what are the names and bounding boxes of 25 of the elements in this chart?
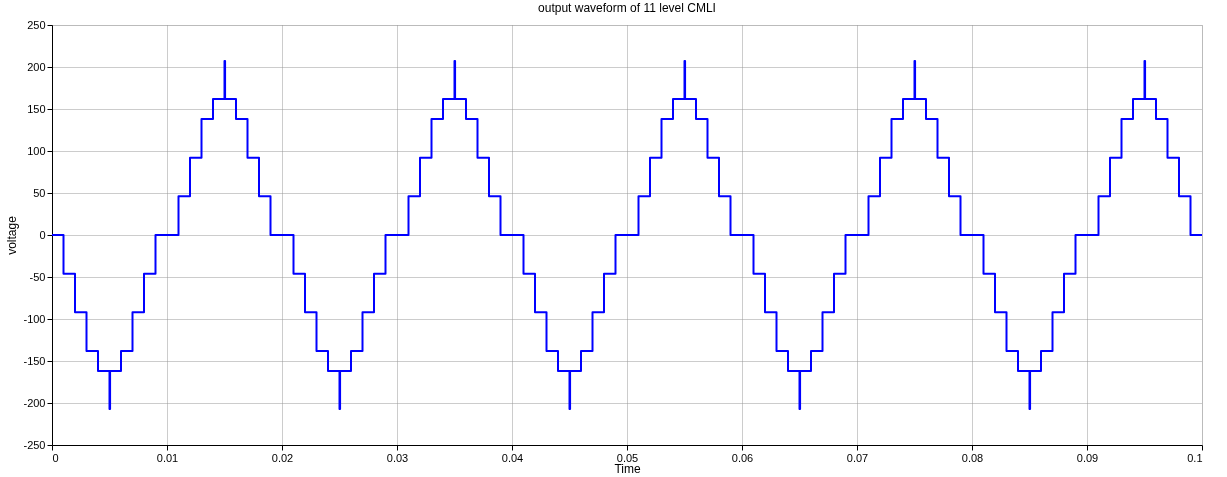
x-tick-label: 0.04 (501, 451, 524, 464)
y-tick-label: 0 (39, 228, 46, 241)
x-tick-label: 0.02 (271, 451, 294, 464)
x-tick-label: 0 (52, 451, 59, 464)
x-tick-label: 0.07 (846, 451, 869, 464)
y-tick-label: 250 (27, 18, 46, 31)
y-tick-label: -50 (29, 270, 46, 283)
x-tick-label: 0.01 (156, 451, 179, 464)
y-axis-title: voltage (5, 215, 20, 255)
x-tick-label: 0.06 (731, 451, 754, 464)
x-tick-label: 0.09 (1076, 451, 1099, 464)
y-tick-label: -100 (23, 312, 46, 325)
x-tick-label: 0.05 (616, 451, 639, 464)
x-tick-label: 0.08 (961, 451, 984, 464)
y-tick-label: 150 (27, 102, 46, 115)
y-tick-label: 100 (27, 144, 46, 157)
y-tick-label: -150 (23, 354, 46, 367)
x-tick-label: 0.1 (1187, 451, 1203, 464)
chart-title: output waveform of 11 level CMLI (538, 1, 716, 15)
x-tick-label: 0.03 (386, 451, 409, 464)
y-tick-label: -200 (23, 396, 46, 409)
y-tick-label: 200 (27, 60, 46, 73)
y-tick-label: -250 (23, 438, 46, 451)
y-tick-label: 50 (33, 186, 46, 199)
x-axis-title: Time (614, 461, 641, 476)
